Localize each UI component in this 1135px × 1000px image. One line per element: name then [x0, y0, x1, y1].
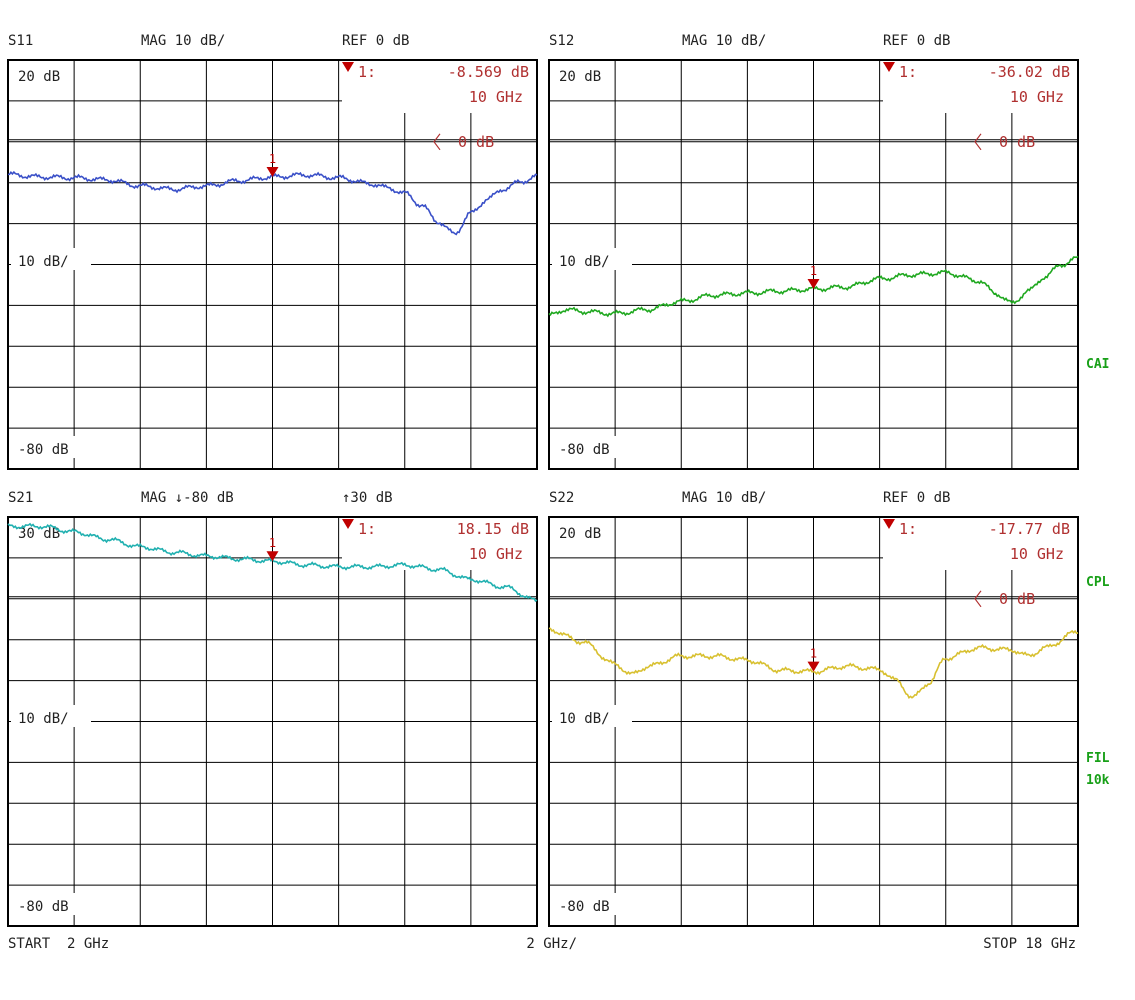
span-per-division-label: 2 GHz/: [526, 936, 577, 952]
reference-arrow-icon: [433, 133, 441, 151]
scale-label-box-top: [552, 64, 614, 86]
scale-label: 10 dB/: [18, 254, 69, 270]
trace-format-label: MAG 10 dB/: [141, 33, 225, 49]
trace-reference-label: REF 0 dB: [883, 490, 950, 506]
reference-arrow-icon: [974, 590, 982, 608]
trace-marker-label: 1: [269, 152, 276, 166]
marker-readout-value: -17.77 dB: [989, 520, 1070, 538]
marker-triangle-icon: [342, 519, 354, 529]
scale-label: -80 dB: [559, 899, 610, 915]
side-label-fil: FIL: [1086, 751, 1110, 766]
scale-label-box-mid: [11, 705, 91, 727]
trace-line-s22: [548, 627, 1079, 699]
marker-readout-value: -36.02 dB: [989, 63, 1070, 81]
scale-label: 10 dB/: [559, 254, 610, 270]
trace-reference-label: ↑30 dB: [342, 490, 393, 506]
trace-marker-icon: [266, 166, 279, 177]
scale-label-box-bottom: [11, 436, 95, 458]
marker-readout-frequency: 10 GHz: [1010, 88, 1064, 106]
trace-parameter-label: S11: [8, 33, 33, 49]
scale-label-box-bottom: [11, 893, 95, 915]
marker-readout-prefix: 1:: [358, 520, 376, 538]
scale-label: -80 dB: [18, 442, 69, 458]
chart-panel-s21: S21 MAG ↓-80 dB ↑30 dB 30 dB 10 dB/ -80 dB 1: 1…: [7, 490, 538, 927]
marker-readout-box: [342, 61, 536, 113]
scale-label-box-top: [11, 521, 73, 543]
marker-readout-prefix: 1:: [899, 520, 917, 538]
trace-marker-label: 1: [269, 536, 276, 550]
trace-marker-icon: [807, 661, 820, 672]
trace-marker-icon: [266, 551, 279, 562]
scale-label: 20 dB: [559, 69, 601, 85]
trace-reference-label: REF 0 dB: [883, 33, 950, 49]
trace-parameter-label: S12: [549, 33, 574, 49]
marker-readout-box: [883, 518, 1077, 570]
chart-panel-s22: S22 MAG 10 dB/REF 0 dB 20 dB 10 dB/ -80 dB 0 …: [548, 490, 1079, 927]
chart-panel-s12: S12 MAG 10 dB/REF 0 dB 20 dB 10 dB/ -80 dB 0 …: [548, 33, 1079, 470]
reference-level-label: 0 dB: [458, 133, 494, 151]
marker-readout-value: -8.569 dB: [448, 63, 529, 81]
scale-label: 10 dB/: [18, 711, 69, 727]
start-frequency-label: START 2 GHz: [8, 936, 109, 952]
marker-readout-frequency: 10 GHz: [469, 545, 523, 563]
reference-arrow-icon: [974, 133, 982, 151]
marker-readout-prefix: 1:: [358, 63, 376, 81]
trace-parameter-label: S21: [8, 490, 33, 506]
trace-format-label: MAG 10 dB/: [682, 33, 766, 49]
trace-format-label: MAG ↓-80 dB: [141, 490, 234, 506]
scale-label-box-top: [11, 64, 73, 86]
trace-marker-label: 1: [810, 264, 817, 278]
scale-label-box-bottom: [552, 893, 636, 915]
scale-label: -80 dB: [18, 899, 69, 915]
marker-triangle-icon: [883, 519, 895, 529]
trace-reference-label: REF 0 dB: [342, 33, 409, 49]
trace-parameter-label: S22: [549, 490, 574, 506]
stop-frequency-label: STOP 18 GHz: [983, 936, 1076, 952]
marker-readout-frequency: 10 GHz: [469, 88, 523, 106]
scale-label-box-bottom: [552, 436, 636, 458]
chart-panel-s11: S11 MAG 10 dB/REF 0 dB 20 dB 10 dB/ -80 dB 0 …: [7, 33, 538, 470]
reference-level-label: 0 dB: [999, 133, 1035, 151]
trace-format-label: MAG 10 dB/: [682, 490, 766, 506]
scale-label-box-mid: [11, 248, 91, 270]
scale-label: 20 dB: [559, 526, 601, 542]
marker-readout-frequency: 10 GHz: [1010, 545, 1064, 563]
scale-label: -80 dB: [559, 442, 610, 458]
side-label-10k: 10k: [1086, 773, 1110, 788]
trace-marker-icon: [807, 279, 820, 290]
reference-level-label: 0 dB: [999, 590, 1035, 608]
marker-readout-box: [342, 518, 536, 570]
marker-triangle-icon: [883, 62, 895, 72]
scale-label: 10 dB/: [559, 711, 610, 727]
scale-label-box-mid: [552, 248, 632, 270]
trace-marker-label: 1: [810, 647, 817, 661]
marker-readout-value: 18.15 dB: [457, 520, 529, 538]
side-label-cai: CAI: [1086, 357, 1109, 372]
scale-label-box-top: [552, 521, 614, 543]
scale-label: 20 dB: [18, 69, 60, 85]
marker-readout-box: [883, 61, 1077, 113]
scale-label: 30 dB: [18, 526, 60, 542]
marker-triangle-icon: [342, 62, 354, 72]
side-label-cpl: CPL: [1086, 575, 1110, 590]
marker-readout-prefix: 1:: [899, 63, 917, 81]
scale-label-box-mid: [552, 705, 632, 727]
